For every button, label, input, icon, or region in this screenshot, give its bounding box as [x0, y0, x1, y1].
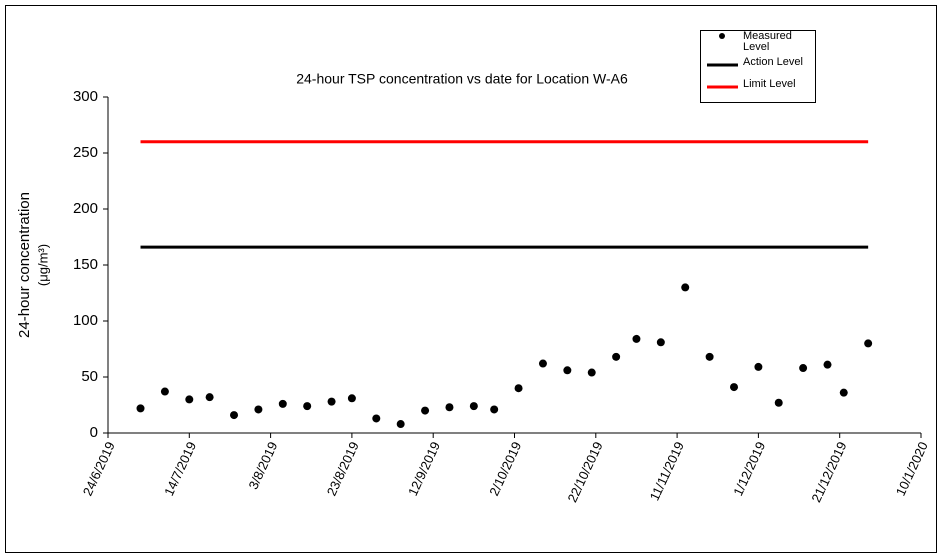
data-point: [136, 404, 145, 413]
data-point: [421, 406, 430, 415]
data-point: [823, 360, 832, 369]
data-point: [160, 387, 169, 396]
data-point: [632, 334, 641, 343]
y-tick-label: 50: [81, 368, 98, 385]
data-point: [538, 359, 547, 368]
data-point: [514, 384, 523, 393]
data-point: [864, 339, 873, 348]
legend-label: Measured Level: [743, 30, 792, 53]
legend-swatch: [719, 33, 725, 39]
data-point: [445, 403, 454, 412]
data-point: [372, 414, 381, 423]
data-point: [490, 405, 499, 414]
data-point: [799, 364, 808, 373]
y-tick-label: 100: [73, 312, 98, 329]
data-point: [185, 395, 194, 404]
y-tick-label: 150: [73, 256, 98, 273]
y-tick-label: 200: [73, 200, 98, 217]
data-point: [469, 402, 478, 411]
y-axis-unit: (μg/m³): [35, 244, 50, 286]
y-tick-label: 0: [90, 424, 98, 441]
y-axis-title: 24-hour concentration (μg/m³): [16, 192, 50, 338]
data-point: [230, 411, 239, 420]
data-point: [730, 383, 739, 392]
data-point: [587, 368, 596, 377]
data-point: [754, 362, 763, 371]
data-point: [705, 352, 714, 361]
data-point: [681, 283, 690, 292]
data-point: [612, 352, 621, 361]
chart-title: 24-hour TSP concentration vs date for Lo…: [296, 71, 628, 87]
legend-label: Limit Level: [743, 78, 796, 90]
data-point: [396, 420, 405, 429]
data-point: [205, 393, 214, 402]
legend-label: Action Level: [743, 56, 803, 68]
data-point: [327, 397, 336, 406]
data-point: [563, 366, 572, 375]
data-point: [774, 398, 783, 407]
data-point: [303, 402, 312, 411]
data-point: [278, 399, 287, 408]
data-point: [839, 388, 848, 397]
legend-box: [700, 30, 816, 103]
data-point: [254, 405, 263, 414]
data-point: [347, 394, 356, 403]
data-point: [656, 338, 665, 347]
y-tick-label: 300: [73, 88, 98, 105]
y-tick-label: 250: [73, 144, 98, 161]
y-axis-label: 24-hour concentration: [16, 192, 33, 338]
